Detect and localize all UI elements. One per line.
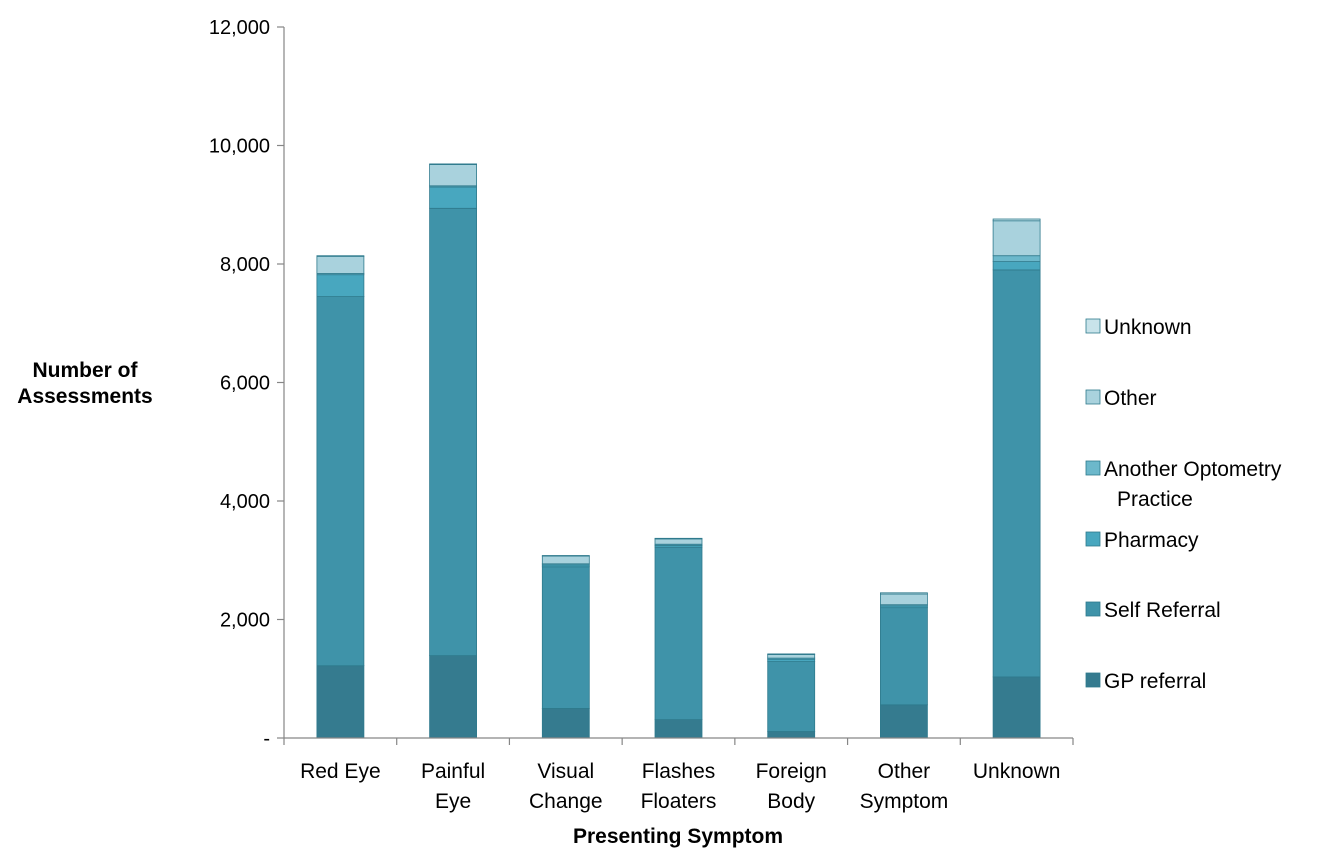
x-tick-label: Foreign Body: [756, 760, 827, 813]
x-tick-label: Red Eye: [300, 760, 381, 783]
y-tick-label: 8,000: [220, 254, 270, 276]
x-axis-title: Presenting Symptom: [573, 825, 783, 848]
legend-label: GP referral: [1104, 670, 1206, 693]
x-tick-label: Visual Change: [529, 760, 603, 813]
bar-segment: [992, 220, 1041, 257]
legend-swatch: [1085, 389, 1101, 405]
bar-segment: [541, 555, 590, 557]
bar-segment: [767, 731, 816, 739]
y-tick-label: -: [263, 728, 270, 750]
bar-segment: [880, 607, 928, 706]
bar-segment: [767, 653, 816, 655]
legend-label: Other: [1104, 387, 1157, 410]
bar-segment: [429, 186, 478, 209]
bar-segment: [316, 665, 365, 739]
y-tick-label: 10,000: [209, 136, 270, 158]
bar-segment: [541, 708, 590, 739]
x-tick-label: Unknown: [973, 760, 1061, 783]
bar-segment: [654, 538, 703, 545]
legend-label: Pharmacy: [1104, 529, 1199, 552]
bar-segment: [429, 207, 478, 656]
y-axis-title: Number of Assessments: [17, 359, 152, 408]
bar-segment: [654, 537, 703, 540]
bar-segment: [992, 269, 1041, 678]
legend-swatch: [1085, 531, 1101, 547]
bar-segment: [880, 593, 928, 606]
bar-segment: [654, 719, 703, 739]
legend-label: Another Optometry Practice: [1104, 458, 1282, 511]
bar-segment: [316, 274, 365, 298]
bar-segment: [992, 261, 1041, 271]
y-tick-label: 12,000: [209, 17, 270, 39]
legend-swatch: [1085, 318, 1101, 334]
bar-segment: [767, 661, 816, 732]
x-tick-label: Flashes Floaters: [641, 760, 717, 813]
legend-label: Self Referral: [1104, 599, 1221, 622]
bar-segment: [541, 566, 590, 709]
bar-segment: [316, 255, 365, 274]
plot-area: [316, 163, 1041, 739]
bar-segment: [316, 255, 365, 257]
bar-segment: [541, 555, 590, 565]
x-tick-label: Other Symptom: [860, 760, 949, 813]
bar-segment: [429, 655, 478, 739]
axes: - 2,000 4,000 6,000 8,000 10,000 12,000 Red Eye…: [209, 17, 1074, 813]
bar-segment: [992, 218, 1041, 222]
bar-segment: [316, 296, 365, 667]
y-tick-label: 6,000: [220, 373, 270, 395]
legend-swatch: [1085, 460, 1101, 476]
x-tick-label: Painful Eye: [421, 760, 485, 813]
legend-swatch: [1085, 601, 1101, 617]
y-tick-label: 4,000: [220, 491, 270, 513]
legend-label: Unknown: [1104, 316, 1192, 339]
bar-segment: [767, 654, 816, 659]
bar-segment: [880, 704, 928, 739]
bar-segment: [654, 546, 703, 721]
legend-swatch: [1085, 672, 1101, 688]
bar-segment: [429, 164, 478, 187]
bar-segment: [992, 255, 1041, 262]
bar-segment: [429, 163, 478, 165]
legend: Unknown Other Another Optometry Practice Pha…: [1085, 316, 1282, 693]
bar-segment: [992, 676, 1041, 739]
bar-segment: [880, 592, 928, 595]
y-tick-label: 2,000: [220, 610, 270, 632]
